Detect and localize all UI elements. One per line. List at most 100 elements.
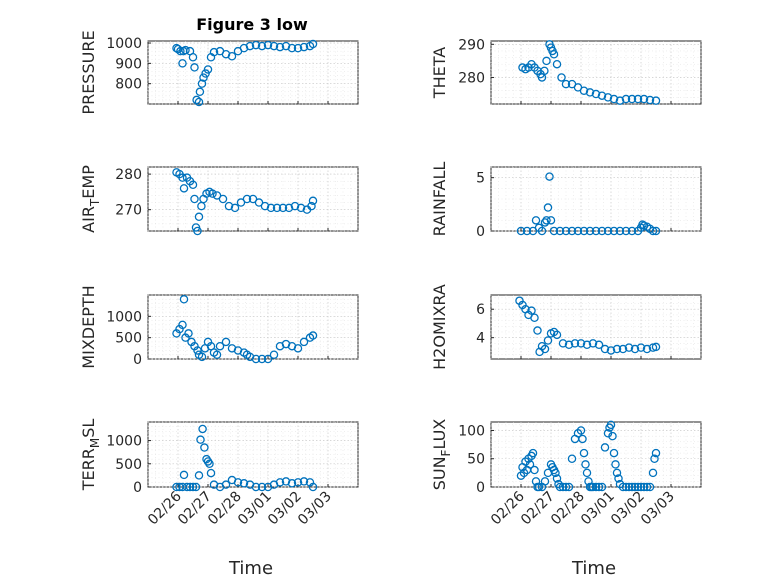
data-point [275, 478, 285, 487]
data-point [206, 468, 216, 478]
y-axis-label: RAINFALL [430, 162, 449, 237]
data-point [251, 354, 261, 364]
series-air-temp [172, 168, 318, 236]
data-point [561, 482, 571, 492]
data-point [621, 94, 631, 104]
data-point [600, 443, 610, 452]
data-point [552, 330, 562, 340]
y-tick-label: 280 [458, 70, 485, 86]
data-point [551, 468, 560, 478]
panel-mixdepth: 0 500 1000 MIXDEPTH [79, 285, 359, 369]
data-point [251, 482, 261, 492]
data-point [527, 306, 536, 315]
series-terr-msl [172, 424, 318, 492]
x-tick-label: 03/03 [638, 489, 678, 529]
data-point [636, 482, 646, 492]
data-point [642, 344, 652, 354]
data-point [272, 203, 282, 213]
series-rainfall [516, 172, 661, 236]
data-point [645, 482, 655, 492]
data-point [581, 460, 590, 469]
data-point [564, 482, 574, 492]
y-tick-label: 800 [115, 77, 142, 93]
y-tick-label: 0 [133, 352, 142, 368]
data-point [308, 39, 318, 49]
y-tick-label: 100 [458, 423, 485, 439]
data-point [181, 45, 190, 55]
series-pressure [172, 39, 318, 107]
data-point [639, 94, 649, 104]
data-point [567, 454, 577, 463]
data-point [221, 480, 231, 489]
data-point [308, 196, 318, 206]
data-point [594, 340, 604, 350]
data-point [263, 354, 273, 364]
data-point [184, 329, 193, 338]
data-point [200, 443, 209, 452]
data-point [208, 189, 217, 198]
data-point [190, 63, 199, 72]
data-point [192, 95, 201, 105]
data-point [591, 226, 601, 236]
y-axis-label: H2OMIXRA [430, 284, 449, 370]
y-axis-label: PRESSURE [79, 30, 98, 114]
data-point [615, 226, 625, 236]
data-point [591, 89, 601, 99]
data-point [633, 94, 643, 104]
x-tick-label: 03/02 [608, 489, 648, 529]
y-axis-label: SUNFLUX [430, 419, 453, 491]
y-tick-label: 500 [115, 457, 142, 473]
data-point [534, 482, 544, 492]
data-point [293, 43, 303, 53]
x-axis-label-left: Time [228, 558, 273, 579]
y-axis-label: MIXDEPTH [79, 285, 98, 368]
data-point [606, 420, 616, 430]
data-point [188, 482, 198, 492]
data-point [546, 216, 556, 225]
series-sun-flux [516, 420, 661, 492]
data-point [636, 343, 646, 352]
data-point [242, 194, 252, 204]
data-point [293, 478, 303, 487]
data-point [549, 50, 559, 59]
data-point [221, 337, 231, 347]
x-tick-label: 02/27 [518, 489, 558, 529]
data-point [561, 226, 571, 236]
data-point [540, 344, 550, 354]
x-tick-label: 02/27 [175, 489, 215, 529]
y-tick-label: 4 [476, 331, 485, 347]
data-point [299, 477, 309, 486]
y-tick-label: 900 [115, 56, 142, 72]
data-point [293, 344, 303, 353]
data-point [627, 226, 637, 236]
y-axis-label: THETA [430, 47, 449, 99]
data-point [533, 326, 542, 335]
data-point [190, 194, 199, 204]
y-axis-label: TERRMSL [79, 419, 102, 492]
series-theta [518, 40, 661, 105]
data-point [178, 320, 187, 330]
data-point [573, 226, 583, 236]
data-point [627, 482, 637, 492]
data-point [185, 482, 195, 492]
data-point [597, 91, 607, 100]
data-point [648, 226, 658, 236]
data-point [579, 86, 589, 95]
data-point [648, 468, 658, 478]
data-point [564, 340, 574, 350]
data-point [621, 482, 631, 492]
data-point [290, 201, 300, 211]
data-point [254, 198, 264, 207]
x-tick-label: 03/03 [295, 489, 335, 529]
series-mixdepth [172, 295, 318, 364]
x-axis-label-right: Time [571, 558, 616, 579]
data-point [603, 93, 613, 102]
data-point [179, 295, 189, 304]
data-point [194, 471, 204, 480]
y-tick-label: 5 [476, 171, 485, 187]
data-point [287, 43, 297, 53]
data-point [197, 352, 207, 362]
data-point [611, 460, 620, 469]
data-point [576, 339, 586, 348]
